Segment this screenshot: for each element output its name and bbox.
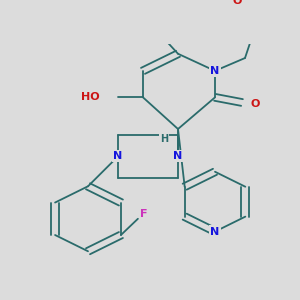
Text: F: F xyxy=(140,208,148,219)
Text: N: N xyxy=(210,226,220,237)
Text: N: N xyxy=(113,152,123,161)
Text: N: N xyxy=(210,66,220,76)
Text: N: N xyxy=(173,152,183,161)
Text: H: H xyxy=(160,134,168,144)
Text: O: O xyxy=(232,0,242,6)
Text: HO: HO xyxy=(81,92,100,102)
Text: O: O xyxy=(250,99,260,109)
